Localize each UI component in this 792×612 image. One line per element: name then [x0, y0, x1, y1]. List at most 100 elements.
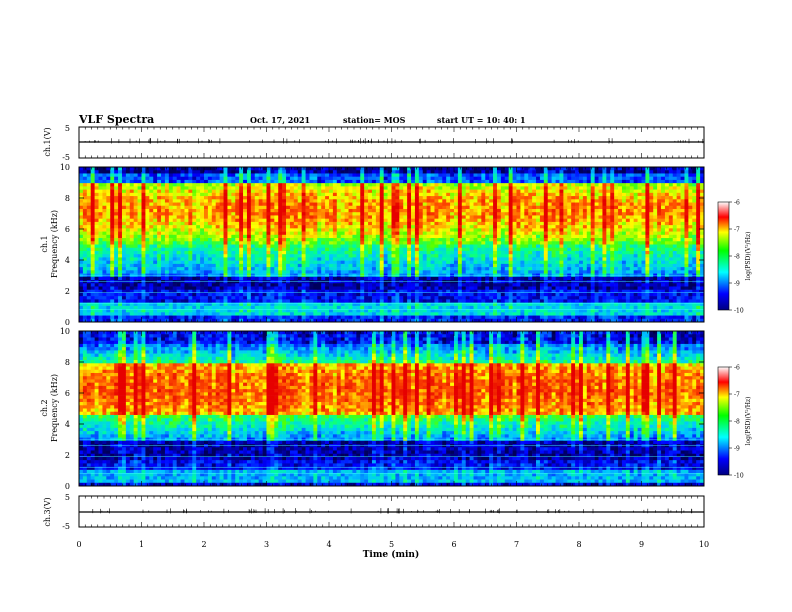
ch1-spectrogram-cell — [301, 276, 306, 281]
ch1-spectrogram-cell — [106, 276, 111, 281]
ch1-spectrogram-cell — [418, 221, 424, 226]
ch1-spectrogram-cell — [297, 286, 302, 291]
ch1-spectrogram-cell — [125, 315, 131, 320]
ch1-spectrogram-cell — [391, 312, 396, 316]
ch1-spectrogram-cell — [473, 302, 478, 307]
ch1-spectrogram-cell — [153, 186, 158, 190]
ch1-spectrogram-cell — [418, 263, 424, 268]
ch1-spectrogram-cell — [157, 296, 162, 300]
ch1-spectrogram-cell — [239, 296, 244, 300]
ch1-spectrogram-cell — [278, 179, 283, 184]
ch1-spectrogram-cell — [301, 302, 306, 307]
ch1-ytick-bottom: -5 — [62, 153, 70, 162]
ch1-spectrogram-cell — [391, 267, 396, 271]
ch1-spectrogram-cell — [168, 205, 174, 210]
ch1-spectrogram-cell — [270, 179, 275, 184]
ch1-spectrogram-cell — [391, 299, 396, 303]
ch1-spectrogram-cell — [375, 234, 381, 239]
ch1-spectrogram-cell — [121, 234, 127, 239]
ch1-spectrogram-cell — [239, 292, 244, 297]
ch1-spectrogram-cell — [368, 221, 373, 226]
ch1-spectrogram-cell — [114, 231, 119, 236]
ch1-spectrogram-cell — [180, 263, 185, 268]
ch1-spectrogram-cell — [164, 170, 170, 174]
ch1-spectrogram-cell — [274, 167, 279, 171]
ch1-spectrogram-cell — [102, 202, 107, 207]
ch1-spectrogram-cell — [313, 170, 318, 174]
ch1-spectrogram-cell — [286, 238, 291, 242]
ch1-spectrogram-cell — [274, 250, 279, 255]
ch1-spectrogram-cell — [473, 276, 478, 281]
ch1-spectrogram-cell — [450, 283, 455, 287]
ch1-spectrogram-cell — [446, 315, 451, 320]
ch1-spectrogram-cell — [364, 296, 369, 300]
ch1-spectrogram-cell — [399, 267, 404, 271]
ch1-spectrogram-cell — [184, 167, 189, 171]
ch1-spectrogram-cell — [102, 199, 107, 203]
ch1-spectrogram-cell — [164, 254, 170, 258]
ch1-spectrogram-cell — [231, 228, 236, 232]
ch1-spectrogram-cell — [422, 225, 427, 229]
ch1-spectrogram-cell — [211, 167, 217, 171]
ch1-spectrogram-cell — [82, 257, 88, 261]
ch1-spectrogram-cell — [434, 302, 439, 307]
ch1-spectrogram-cell — [200, 312, 205, 316]
ch1-spectrogram-cell — [133, 215, 138, 219]
ch1-spectrogram-cell — [356, 205, 361, 210]
ch1-spectrogram-cell — [204, 212, 209, 216]
ch1-spectrogram-cell — [383, 183, 388, 187]
ch1-spectrogram-cell — [399, 270, 404, 274]
ch1-spectrogram-cell — [430, 167, 435, 171]
ch1-spectrogram-cell — [168, 267, 174, 271]
ch1-spectrogram-cell — [418, 208, 424, 213]
ch1-spectrogram-cell — [430, 318, 435, 322]
ch1-spectrogram-cell — [442, 212, 447, 216]
ch1-spectrogram-cell — [407, 296, 412, 300]
ch1-spectrogram-cell — [282, 196, 287, 200]
ch1-spectrogram-cell — [90, 212, 95, 216]
ch1-spectrogram-cell — [219, 286, 224, 291]
ch1-spectrogram-cell — [426, 183, 431, 187]
ch1-spectrogram-cell — [250, 225, 256, 229]
ch1-spectrogram-cell — [246, 299, 252, 303]
ch1-spectrogram-cell — [114, 208, 119, 213]
ch1-spectrogram-cell — [176, 283, 181, 287]
ch1-spectrogram-cell — [114, 257, 119, 261]
ch1-spectrogram-cell — [465, 202, 470, 207]
ch1-spectrogram-cell — [286, 192, 291, 197]
ch1-spectrogram-cell — [403, 283, 408, 287]
ch1-spectrogram-cell — [450, 270, 455, 274]
ch1-spectrogram-cell — [239, 196, 244, 200]
ch1-spectrogram-cell — [325, 170, 330, 174]
ch1-spectrogram-cell — [282, 238, 287, 242]
ch1-spectrogram-cell — [301, 263, 306, 268]
ch1-spectrogram-cell — [192, 289, 197, 294]
ch1-spectrogram-cell — [340, 189, 345, 194]
ch1-spectrogram-cell — [430, 199, 435, 203]
ch1-spectrogram-cell — [129, 299, 134, 303]
ch1-spectrogram-cell — [246, 199, 252, 203]
ch1-spectrogram-cell — [332, 173, 338, 177]
ch1-spectrogram-cell — [321, 257, 326, 261]
ch1-spectrogram-cell — [219, 225, 224, 229]
ch1-spectrogram-cell — [243, 296, 248, 300]
ch1-spectrogram-cell — [219, 221, 224, 226]
ch1-spectrogram-cell — [114, 263, 119, 268]
ch1-spectrogram-cell — [239, 257, 244, 261]
ch1-spectrogram-cell — [243, 292, 248, 297]
ch1-spectrogram-cell — [270, 186, 275, 190]
ch1-spectrogram-cell — [473, 231, 478, 236]
ch1-spectrogram-cell — [368, 302, 373, 307]
ch1-spectrogram-cell — [344, 225, 349, 229]
ch1-spectrogram-cell — [215, 189, 220, 194]
ch1-spectrogram-cell — [161, 218, 166, 223]
ch1-spectrogram-cell — [278, 263, 283, 268]
ch1-spectrogram-cell — [422, 241, 427, 245]
ch1-spectrogram-cell — [450, 296, 455, 300]
ch1-spectrogram-cell — [254, 225, 259, 229]
ch1-spectrogram-cell — [332, 247, 338, 252]
ch1-spectrogram-cell — [368, 283, 373, 287]
ch1-spectrogram-cell — [379, 225, 384, 229]
ch1-spectrogram-cell — [348, 196, 353, 200]
ch1-spectrogram-cell — [407, 283, 412, 287]
